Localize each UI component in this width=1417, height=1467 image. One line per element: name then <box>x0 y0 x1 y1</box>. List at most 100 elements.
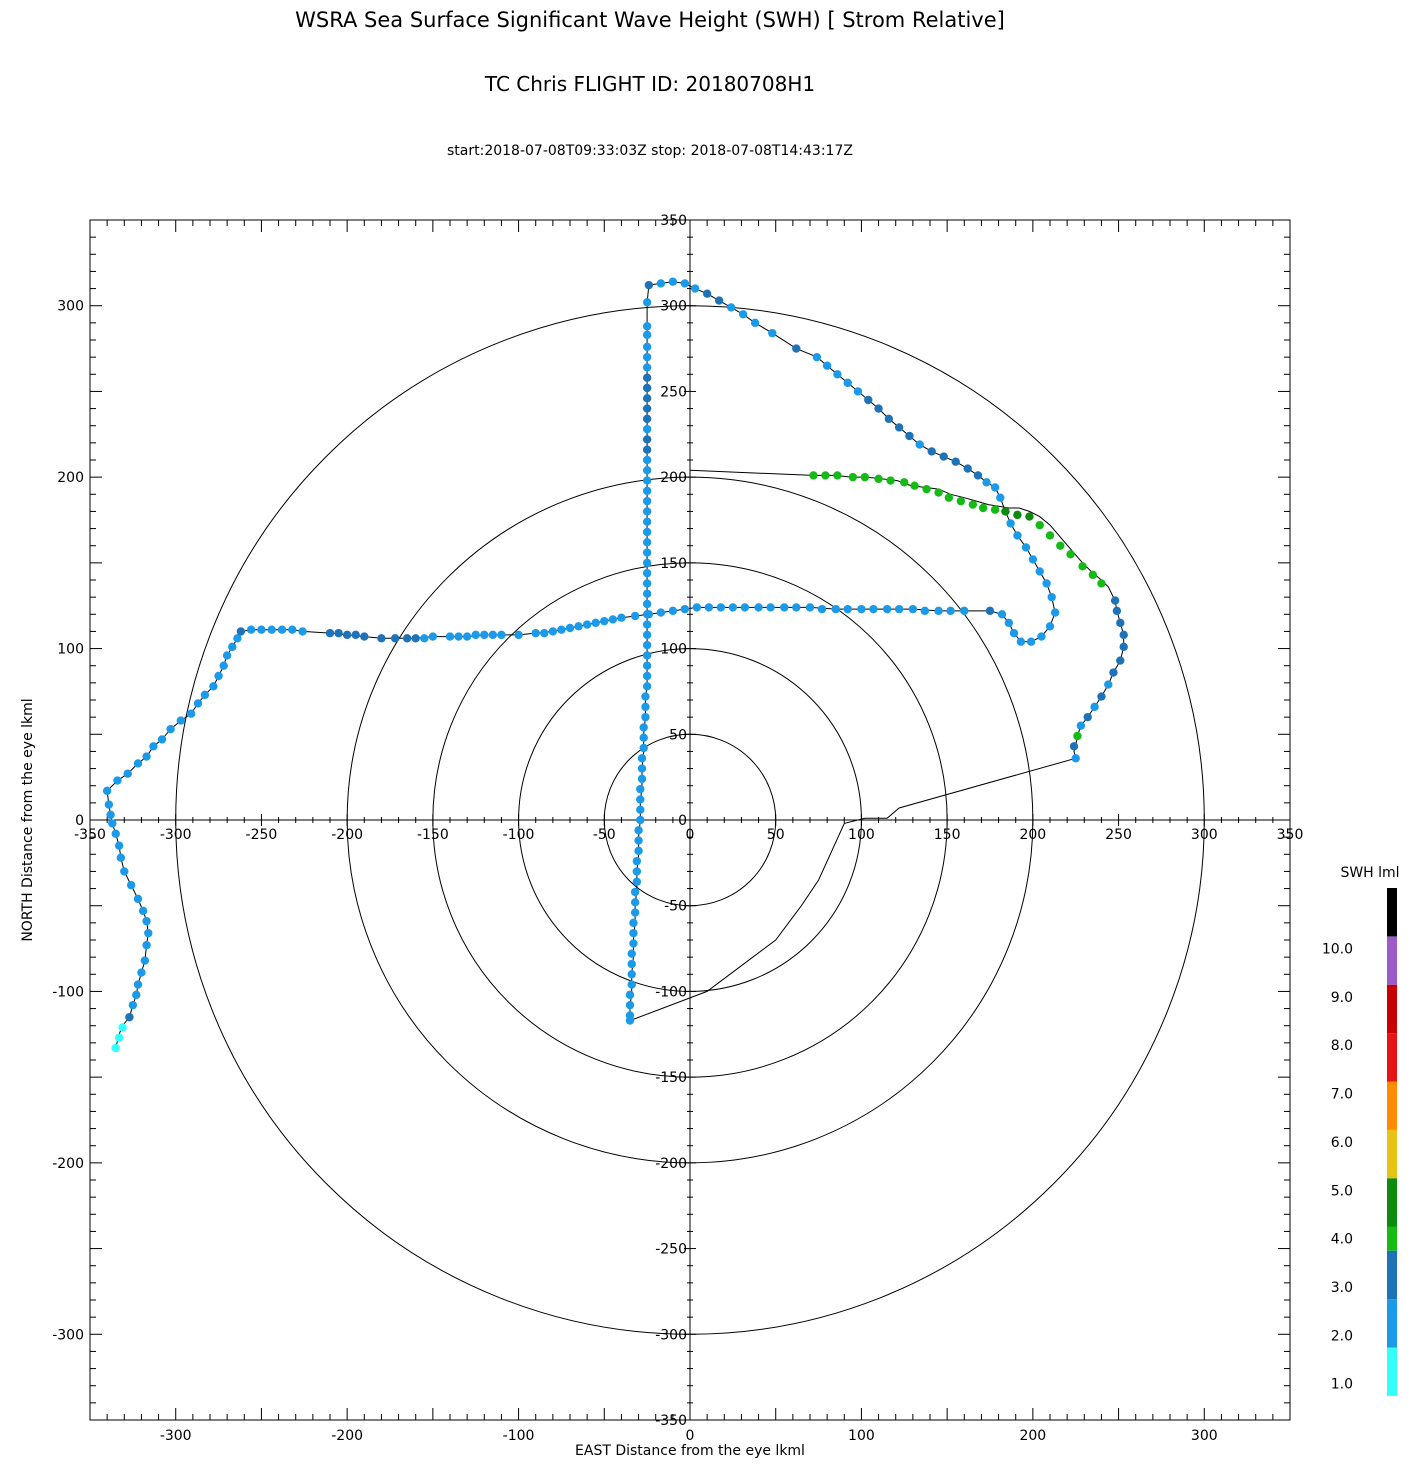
swh-point <box>1035 567 1044 576</box>
swh-point <box>1045 622 1055 631</box>
swh-point <box>641 702 650 712</box>
center-y-tick-label: 350 <box>660 213 687 229</box>
swh-point <box>126 880 136 890</box>
swh-point <box>1069 742 1079 751</box>
colorbar-segment <box>1387 984 1397 1034</box>
swh-point <box>342 630 352 640</box>
swh-point <box>946 606 955 616</box>
swh-point <box>627 970 636 979</box>
swh-point <box>1119 642 1128 652</box>
swh-point <box>1097 692 1106 701</box>
swh-point <box>390 634 400 643</box>
swh-point <box>915 440 924 449</box>
swh-point <box>702 289 712 298</box>
swh-point <box>1116 656 1125 665</box>
center-x-tick-label: -200 <box>331 827 363 843</box>
swh-point <box>228 642 237 652</box>
swh-point <box>108 819 117 828</box>
swh-point <box>288 625 297 634</box>
swh-point <box>540 628 549 638</box>
center-y-tick-label: -300 <box>655 1327 687 1343</box>
swh-point <box>968 500 978 509</box>
swh-point <box>632 867 642 876</box>
swh-point <box>428 632 438 641</box>
colorbar-tick-label: 4.0 <box>1331 1232 1353 1248</box>
swh-point <box>1016 637 1026 646</box>
swh-point <box>325 628 335 638</box>
swh-point <box>1116 618 1125 628</box>
swh-point <box>1076 721 1086 730</box>
swh-point <box>104 800 114 809</box>
swh-point <box>908 604 918 614</box>
swh-point <box>627 980 636 989</box>
x-tick-label: 0 <box>686 1428 695 1444</box>
swh-point <box>990 483 1000 492</box>
swh-point <box>157 735 167 744</box>
center-x-tick-label: 350 <box>1277 827 1304 843</box>
swh-point <box>222 651 232 660</box>
x-tick-label: 300 <box>1191 1428 1218 1444</box>
swh-point <box>642 476 652 485</box>
swh-point <box>166 724 175 734</box>
swh-point <box>1112 606 1122 616</box>
swh-point <box>133 980 143 989</box>
swh-point <box>637 754 647 763</box>
swh-point <box>874 474 883 484</box>
swh-point <box>627 949 636 958</box>
swh-point <box>1021 543 1031 552</box>
swh-point <box>642 414 652 424</box>
colorbar-tick-label: 2.0 <box>1331 1328 1353 1344</box>
y-axis-label: NORTH Distance from the eye lkml <box>20 698 36 941</box>
y-tick-label: -200 <box>52 1156 84 1172</box>
swh-point <box>351 630 360 640</box>
swh-point <box>910 481 919 490</box>
swh-point <box>630 611 640 621</box>
center-x-tick-label: 250 <box>1105 827 1132 843</box>
swh-point <box>128 1000 138 1010</box>
swh-point <box>750 318 760 328</box>
x-tick-label: -100 <box>503 1428 535 1444</box>
swh-point <box>1119 630 1128 640</box>
swh-point <box>869 604 878 614</box>
swh-point <box>277 625 287 634</box>
flight-track-line <box>106 281 1125 1049</box>
colorbar-segment <box>1387 1178 1397 1227</box>
swh-point <box>360 632 369 641</box>
swh-point <box>740 603 750 612</box>
swh-point <box>886 476 895 485</box>
swh-point <box>176 716 186 725</box>
swh-point <box>1066 550 1075 559</box>
swh-point <box>714 296 724 305</box>
swh-point <box>636 784 645 794</box>
center-y-tick-label: 0 <box>678 813 687 829</box>
swh-point <box>843 604 852 614</box>
swh-point <box>642 651 652 660</box>
swh-point <box>809 471 818 480</box>
swh-point <box>692 603 702 612</box>
swh-point <box>420 634 429 643</box>
swh-point <box>1026 637 1036 646</box>
swh-point <box>1050 608 1060 617</box>
swh-point <box>219 661 228 670</box>
colorbar-tick-label: 8.0 <box>1331 1038 1353 1054</box>
swh-colorbar: 1.0 2.0 3.0 4.0 5.0 6.0 7.0 8.0 9.0 10.0 <box>1322 888 1397 1396</box>
swh-point <box>629 918 638 928</box>
swh-point <box>656 279 666 288</box>
swh-point <box>874 404 883 413</box>
swh-point <box>625 1016 635 1025</box>
colorbar-segment <box>1387 1226 1397 1251</box>
swh-point <box>1088 570 1098 580</box>
swh-point <box>497 630 506 640</box>
swh-point <box>582 620 592 629</box>
swh-point <box>334 628 343 638</box>
swh-point <box>642 610 652 619</box>
x-tick-label: -300 <box>160 1428 192 1444</box>
center-y-tick-label: -350 <box>655 1413 687 1429</box>
swh-point <box>642 620 652 629</box>
swh-point <box>1083 712 1092 722</box>
swh-point <box>642 352 652 362</box>
swh-point <box>629 928 638 938</box>
swh-point <box>738 310 748 319</box>
swh-point <box>934 488 943 497</box>
swh-point <box>113 776 122 785</box>
